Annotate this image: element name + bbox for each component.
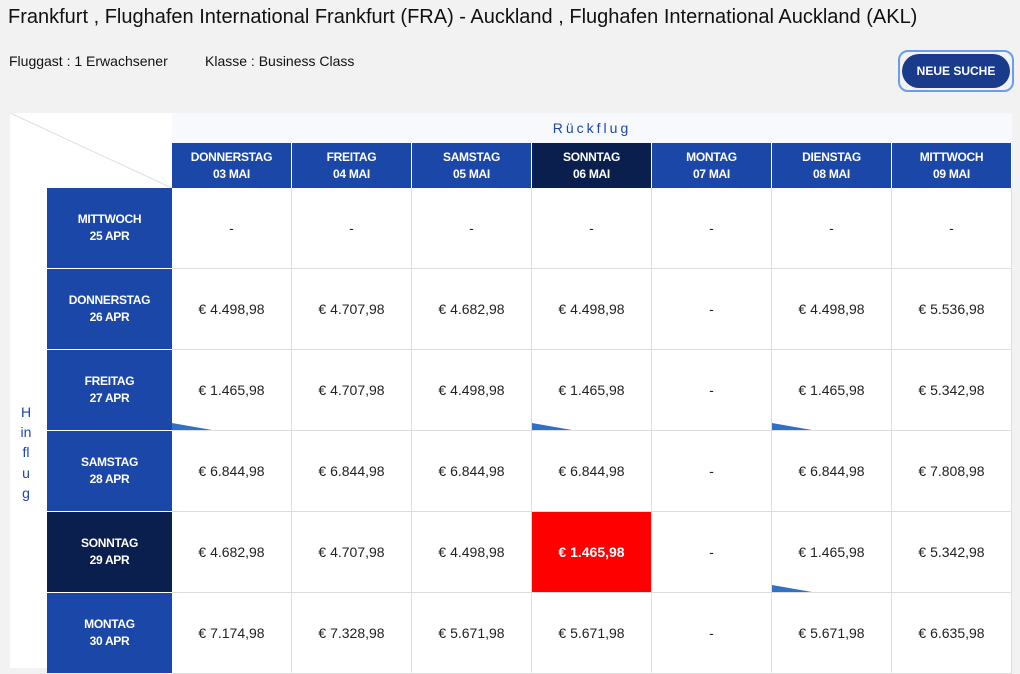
fare-cell[interactable]: € 5.536,98 [892, 269, 1012, 350]
fare-cell[interactable]: € 4.498,98 [412, 350, 532, 431]
row-header: SAMSTAG 28 APR [47, 431, 172, 511]
fare-cell[interactable]: - [292, 188, 412, 269]
fare-cell[interactable]: € 5.671,98 [772, 593, 892, 674]
row-day: SAMSTAG [80, 455, 138, 469]
fare-cell[interactable]: € 4.707,98 [292, 512, 412, 593]
row-header: FREITAG 27 APR [47, 350, 172, 430]
new-search-button[interactable]: NEUE SUCHE [902, 54, 1010, 88]
row-day: SONNTAG [80, 536, 138, 550]
fare-cell[interactable]: - [532, 188, 652, 269]
fare-cell[interactable]: € 7.174,98 [172, 593, 292, 674]
row-date: 27 APR [89, 391, 130, 405]
column-day: MONTAG [686, 149, 737, 164]
column-day: SAMSTAG [442, 149, 500, 164]
fare-marker [532, 423, 572, 430]
fare-cell[interactable]: € 5.671,98 [412, 593, 532, 674]
column-header: FREITAG 04 MAI [292, 143, 411, 188]
row-date: 28 APR [89, 472, 130, 486]
column-date: 07 MAI [693, 166, 730, 181]
fare-cell[interactable]: € 1.465,98 [772, 512, 892, 593]
fare-cell[interactable]: € 6.844,98 [172, 431, 292, 512]
fare-cell[interactable]: € 5.671,98 [532, 593, 652, 674]
fare-cell[interactable]: - [172, 188, 292, 269]
fare-cell[interactable]: € 6.844,98 [412, 431, 532, 512]
row-header: MONTAG 30 APR [47, 593, 172, 673]
row-date: 25 APR [89, 229, 130, 243]
column-date: 09 MAI [933, 166, 970, 181]
fare-cell[interactable]: - [652, 593, 772, 674]
column-date: 04 MAI [333, 166, 370, 181]
fare-cell[interactable]: € 7.328,98 [292, 593, 412, 674]
fare-cell[interactable]: € 6.844,98 [772, 431, 892, 512]
column-day: MITTWOCH [919, 149, 984, 164]
fare-cell[interactable]: € 4.682,98 [412, 269, 532, 350]
fare-cell[interactable]: € 5.342,98 [892, 512, 1012, 593]
row-date: 26 APR [89, 310, 130, 324]
column-header: SONNTAG 06 MAI [532, 143, 651, 188]
fare-cell[interactable]: € 5.342,98 [892, 350, 1012, 431]
fare-cell[interactable]: - [652, 512, 772, 593]
passengers: Fluggast : 1 Erwachsener [9, 53, 168, 69]
fare-marker [772, 423, 812, 430]
fare-cell[interactable]: € 1.465,98 [532, 512, 652, 593]
title: Frankfurt , Flughafen International Fran… [8, 6, 918, 28]
return-label: Rückflug [172, 113, 1012, 143]
fare-cell[interactable]: - [772, 188, 892, 269]
fare-cell[interactable]: € 6.844,98 [532, 431, 652, 512]
fare-cell[interactable]: - [892, 188, 1012, 269]
fare-cell[interactable]: € 4.498,98 [172, 269, 292, 350]
fare-cell[interactable]: € 6.635,98 [892, 593, 1012, 674]
row-date: 29 APR [89, 553, 130, 567]
fare-cell[interactable]: € 1.465,98 [772, 350, 892, 431]
row-date: 30 APR [89, 634, 130, 648]
row-day: FREITAG [84, 374, 135, 388]
class: Klasse : Business Class [205, 53, 355, 69]
column-header: DONNERSTAG 03 MAI [172, 143, 291, 188]
column-header: DIENSTAG 08 MAI [772, 143, 891, 188]
column-day: DONNERSTAG [190, 149, 273, 164]
column-day: DIENSTAG [802, 149, 861, 164]
row-day: MONTAG [84, 617, 135, 631]
fare-marker [172, 423, 212, 430]
button-focus[interactable]: NEUE SUCHE [898, 50, 1014, 92]
column-header: SAMSTAG 05 MAI [412, 143, 531, 188]
fare-cell[interactable]: € 4.707,98 [292, 269, 412, 350]
fare-cell[interactable]: - [412, 188, 532, 269]
row-header: DONNERSTAG 26 APR [47, 269, 172, 349]
row-day: MITTWOCH [77, 212, 142, 226]
column-day: FREITAG [326, 149, 377, 164]
fare-cell[interactable]: € 4.498,98 [772, 269, 892, 350]
outbound-label: Hinflug [20, 404, 32, 501]
column-date: 05 MAI [453, 166, 490, 181]
corner [10, 113, 172, 188]
fare-cell[interactable]: € 4.682,98 [172, 512, 292, 593]
column-date: 06 MAI [573, 166, 610, 181]
row-header: SONNTAG 29 APR [47, 512, 172, 592]
fare-marker [772, 585, 812, 592]
fare-cell[interactable]: € 4.707,98 [292, 350, 412, 431]
column-header: MONTAG 07 MAI [652, 143, 771, 188]
fare-cell[interactable]: - [652, 188, 772, 269]
fare-cell[interactable]: - [652, 269, 772, 350]
column-day: SONNTAG [562, 149, 620, 164]
column-date: 08 MAI [813, 166, 850, 181]
fare-cell[interactable]: € 6.844,98 [292, 431, 412, 512]
row-header: MITTWOCH 25 APR [47, 188, 172, 268]
fare-cell[interactable]: - [652, 431, 772, 512]
column-header: MITTWOCH 09 MAI [892, 143, 1011, 188]
fare-cell[interactable]: € 4.498,98 [412, 512, 532, 593]
fare-cell[interactable]: € 1.465,98 [532, 350, 652, 431]
fare-cell[interactable]: - [652, 350, 772, 431]
row-day: DONNERSTAG [68, 293, 151, 307]
fare-cell[interactable]: € 7.808,98 [892, 431, 1012, 512]
fare-cell[interactable]: € 1.465,98 [172, 350, 292, 431]
fare-cell[interactable]: € 4.498,98 [532, 269, 652, 350]
column-date: 03 MAI [213, 166, 250, 181]
